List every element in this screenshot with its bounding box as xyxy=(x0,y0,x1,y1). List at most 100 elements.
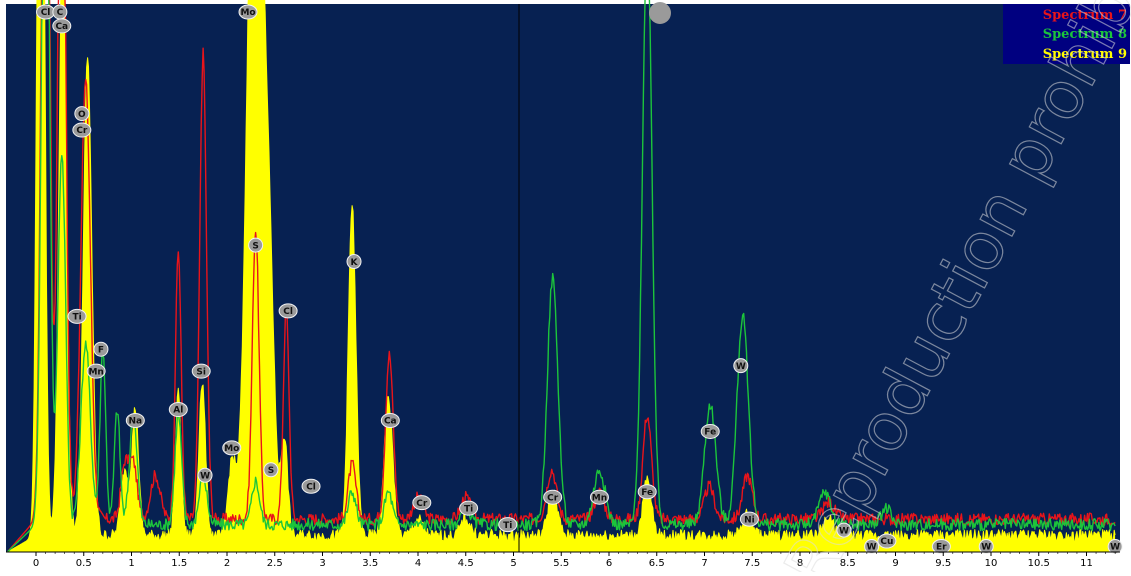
peak-label-s: S xyxy=(263,462,279,478)
x-tick-label: 1 xyxy=(128,558,134,569)
svg-text:Ti: Ti xyxy=(72,313,81,323)
x-tick-label: 1.5 xyxy=(171,558,187,569)
svg-text:Er: Er xyxy=(936,543,947,553)
x-tick-label: 7.5 xyxy=(744,558,760,569)
peak-label-ti: Ti xyxy=(498,517,518,533)
peak-label-mo: Mo xyxy=(222,440,242,456)
peak-label-k: K xyxy=(346,254,362,270)
svg-text:S: S xyxy=(252,241,258,251)
x-tick-label: 11 xyxy=(1080,558,1093,569)
peak-label-cl: Cl xyxy=(301,478,321,494)
x-tick-label: 4.5 xyxy=(458,558,474,569)
svg-text:Ca: Ca xyxy=(384,417,397,427)
peak-label-w: W xyxy=(197,467,213,483)
series-spectrum-9-line xyxy=(7,0,1116,553)
svg-text:Cr: Cr xyxy=(76,126,88,136)
x-tick-label: 8.5 xyxy=(840,558,856,569)
legend-background xyxy=(1003,4,1130,64)
svg-text:W: W xyxy=(200,471,210,481)
plot-background xyxy=(6,4,1120,552)
x-tick-label: 3 xyxy=(319,558,325,569)
svg-text:W: W xyxy=(839,526,849,536)
series-spectrum-8-line xyxy=(6,0,1116,553)
svg-text:Si: Si xyxy=(196,367,206,377)
x-tick-label: 10 xyxy=(985,558,998,569)
cursor-marker xyxy=(649,2,671,24)
svg-text:Cl: Cl xyxy=(306,482,316,492)
svg-text:Mn: Mn xyxy=(88,367,103,377)
peak-label-fe: Fe xyxy=(637,484,657,500)
peak-label-cr: Cr xyxy=(412,495,432,511)
peak-label-ca: Ca xyxy=(52,18,72,34)
svg-text:W: W xyxy=(1110,543,1120,553)
svg-text:Ti: Ti xyxy=(503,521,512,531)
svg-text:C: C xyxy=(57,8,64,18)
peak-label-er: Er xyxy=(931,539,951,555)
svg-text:W: W xyxy=(981,543,991,553)
svg-text:Al: Al xyxy=(173,406,183,416)
x-tick-label: 0 xyxy=(33,558,39,569)
peak-label-s: S xyxy=(248,237,264,253)
svg-text:K: K xyxy=(351,258,359,268)
legend-item-spectrum-7: Spectrum 7 xyxy=(1043,8,1127,23)
x-tick-label: 5.5 xyxy=(553,558,569,569)
series-spectrum-7-line xyxy=(6,0,1116,553)
svg-text:F: F xyxy=(98,345,104,355)
svg-text:Cl: Cl xyxy=(41,8,51,18)
x-tick-label: 8 xyxy=(797,558,803,569)
svg-text:Cr: Cr xyxy=(547,493,559,503)
svg-text:Mn: Mn xyxy=(592,493,607,503)
legend-item-spectrum-9: Spectrum 9 xyxy=(1043,47,1127,62)
peak-label-mn: Mn xyxy=(589,489,609,505)
x-tick-label: 4 xyxy=(415,558,421,569)
peak-label-w: W xyxy=(1107,539,1123,555)
svg-text:Cu: Cu xyxy=(880,537,893,547)
peak-label-ti: Ti xyxy=(459,500,479,516)
svg-text:Cr: Cr xyxy=(416,499,428,509)
svg-text:Fe: Fe xyxy=(641,488,653,498)
peak-label-ni: Ni xyxy=(739,511,759,527)
peak-label-ti: Ti xyxy=(67,308,87,324)
svg-text:O: O xyxy=(78,110,86,120)
peak-label-ca: Ca xyxy=(380,412,400,428)
peak-label-mn: Mn xyxy=(86,363,106,379)
x-tick-label: 9.5 xyxy=(935,558,951,569)
svg-text:Na: Na xyxy=(129,417,143,427)
series-layer xyxy=(6,0,1116,553)
svg-text:Mo: Mo xyxy=(240,8,255,18)
svg-text:Mo: Mo xyxy=(224,444,239,454)
peak-label-w: W xyxy=(978,539,994,555)
peak-label-cr: Cr xyxy=(72,122,92,138)
svg-text:W: W xyxy=(736,362,746,372)
x-tick-label: 3.5 xyxy=(362,558,378,569)
svg-text:Ti: Ti xyxy=(464,504,473,514)
x-tick-label: 9 xyxy=(892,558,898,569)
svg-text:Ni: Ni xyxy=(744,515,755,525)
peak-label-f: F xyxy=(93,341,109,357)
peak-label-w: W xyxy=(864,539,880,555)
peak-label-si: Si xyxy=(191,363,211,379)
svg-text:Ca: Ca xyxy=(55,22,68,32)
peak-label-na: Na xyxy=(125,412,145,428)
peak-label-cl: Cl xyxy=(36,4,56,20)
x-tick-label: 5 xyxy=(510,558,516,569)
peak-label-cl: Cl xyxy=(278,303,298,319)
peak-label-o: O xyxy=(74,106,90,122)
peak-label-w: W xyxy=(836,522,852,538)
x-tick-label: 6.5 xyxy=(649,558,665,569)
legend: Spectrum 7 Spectrum 8 Spectrum 9 xyxy=(1003,4,1130,64)
peak-label-c: C xyxy=(52,4,68,20)
x-tick-label: 0.5 xyxy=(76,558,92,569)
element-labels-layer: Cl C Ca Mo O Cr Ti F Mn Na Al Si W Mo S S Cl Cl K Ca Cr Ti Ti C… xyxy=(36,4,1123,555)
peak-label-al: Al xyxy=(168,402,188,418)
peak-label-cu: Cu xyxy=(877,533,897,549)
peak-label-w: W xyxy=(733,358,749,374)
peak-label-mo: Mo xyxy=(238,4,258,20)
x-tick-label: 6 xyxy=(606,558,612,569)
x-axis-ticks: 0 0.5 1 1.5 2 2.5 3 3.5 4 4.5 5 5.5 6 6.5 7 7.5 8 8.5 9 9.5… xyxy=(33,552,1116,569)
x-tick-label: 2.5 xyxy=(267,558,283,569)
x-tick-label: 7 xyxy=(701,558,707,569)
x-tick-label: 10.5 xyxy=(1028,558,1050,569)
